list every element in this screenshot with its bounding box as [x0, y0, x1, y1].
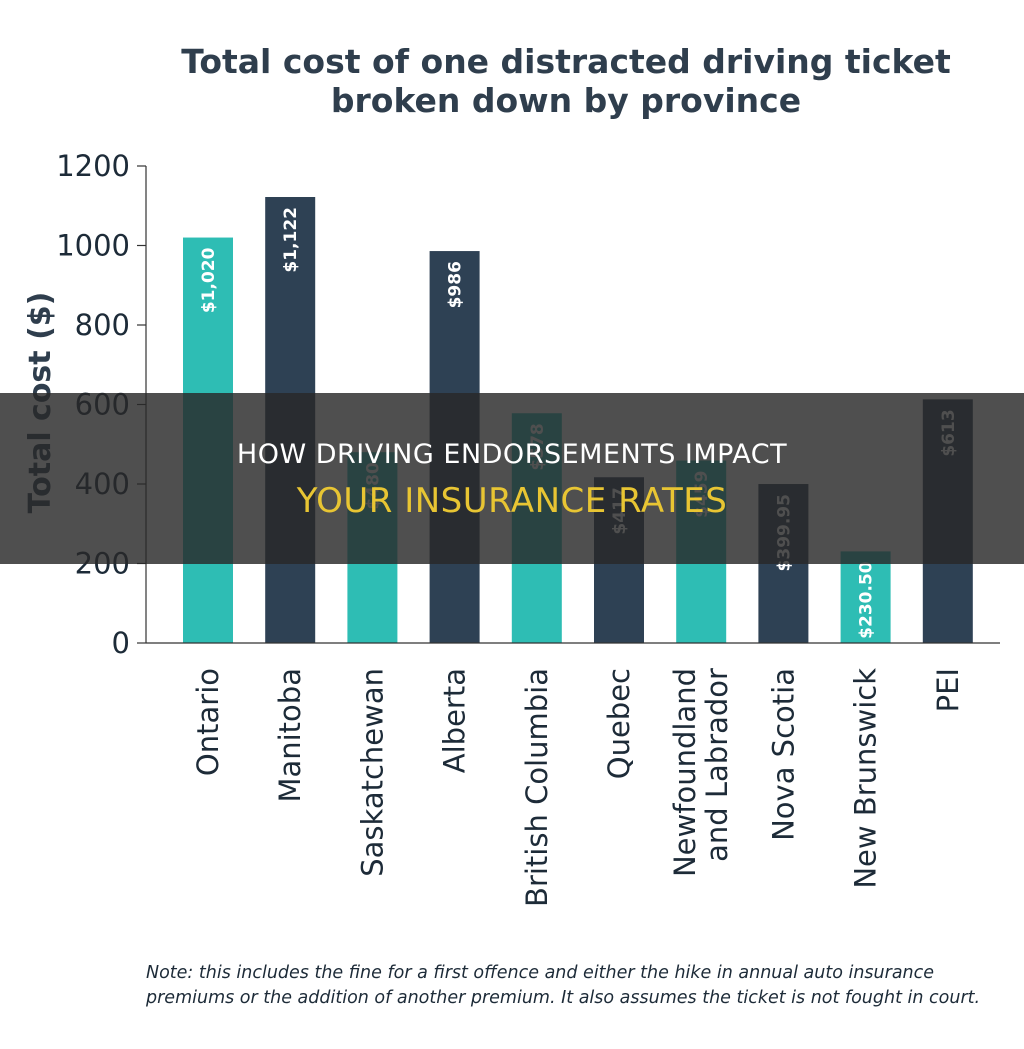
bar-value-label: $1,020 — [199, 247, 219, 313]
x-category-label: Quebec — [602, 668, 636, 779]
banner-line-2: YOUR INSURANCE RATES — [296, 480, 728, 521]
bar-value-label: $986 — [446, 261, 466, 308]
chart-note-line-1: Note: this includes the fine for a first… — [146, 963, 934, 983]
chart-note: Note: this includes the fine for a first… — [145, 963, 980, 1008]
y-tick-label: 0 — [112, 626, 130, 660]
banner-line-1: HOW DRIVING ENDORSEMENTS IMPACT — [236, 438, 788, 470]
x-category-label: British Columbia — [520, 668, 554, 907]
bar-value-label: $1,122 — [281, 207, 301, 273]
x-category-label: Saskatchewan — [355, 668, 389, 877]
x-category-label: and Labrador — [700, 668, 734, 862]
x-axis: Ontario Manitoba Saskatchewan Alberta Britis… — [146, 642, 1000, 907]
x-category-label: New Brunswick — [849, 668, 883, 889]
bar-value-label: $230.50 — [857, 561, 877, 639]
chart-title-line-1: Total cost of one distracted driving tic… — [181, 42, 951, 81]
x-category-label: PEI — [931, 668, 965, 712]
chart-title: Total cost of one distracted driving tic… — [181, 42, 951, 120]
bar-9 — [840, 551, 891, 643]
chart-title-line-2: broken down by province — [331, 81, 801, 120]
title-banner: HOW DRIVING ENDORSEMENTS IMPACT YOUR INS… — [0, 393, 1024, 564]
y-tick-label: 1200 — [56, 149, 130, 183]
y-tick-label: 1000 — [56, 229, 130, 263]
x-category-label: Nova Scotia — [766, 668, 800, 841]
x-category-label: Alberta — [438, 668, 472, 773]
x-category-label: Ontario — [191, 668, 225, 776]
x-category-label: Newfoundland — [668, 668, 702, 877]
chart-note-line-2: premiums or the addition of another prem… — [145, 988, 980, 1008]
y-tick-label: 800 — [75, 308, 130, 342]
x-category-label: Manitoba — [273, 668, 307, 803]
